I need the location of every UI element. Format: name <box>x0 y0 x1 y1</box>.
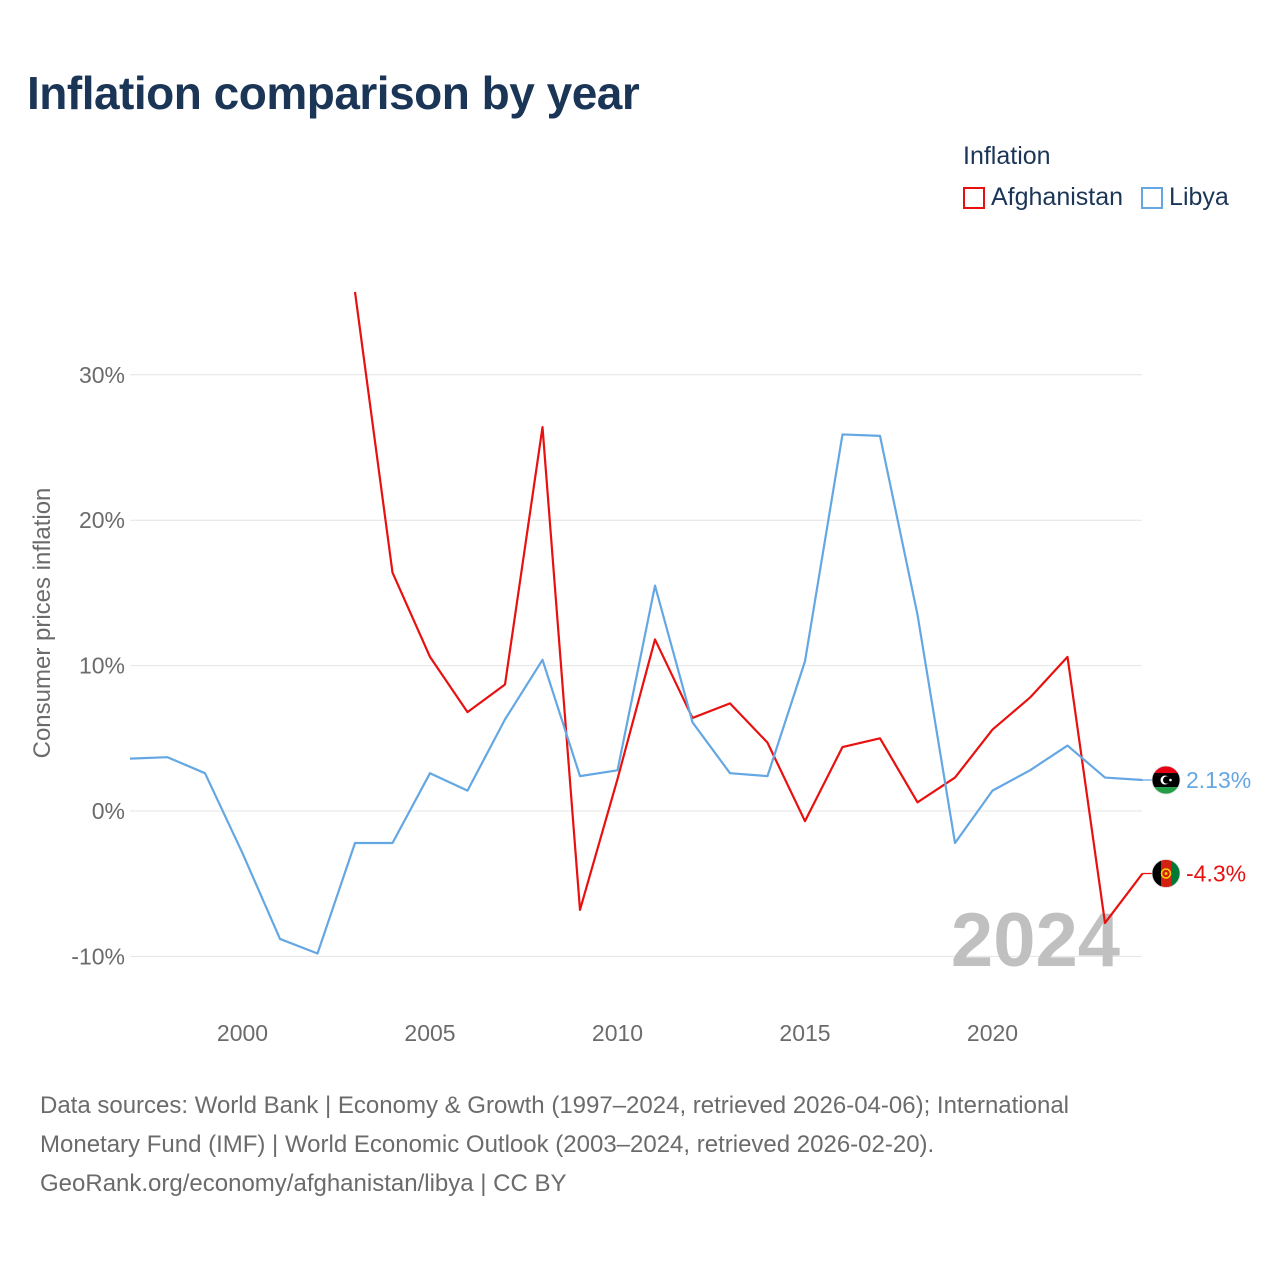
x-tick-label: 2005 <box>404 1020 455 1046</box>
series-line-libya <box>129 433 1143 955</box>
x-tick-label: 2000 <box>217 1020 268 1046</box>
footer-line-3: GeoRank.org/economy/afghanistan/libya | … <box>40 1170 567 1197</box>
legend: Inflation Afghanistan Libya <box>963 142 1229 212</box>
y-tick-label: 20% <box>79 507 125 533</box>
y-tick-label: 30% <box>79 362 125 388</box>
legend-title: Inflation <box>963 142 1051 170</box>
x-tick-label: 2015 <box>779 1020 830 1046</box>
afghanistan-flag-icon <box>1151 859 1181 888</box>
y-tick-label: -10% <box>71 943 125 969</box>
chart-title: Inflation comparison by year <box>27 67 640 119</box>
series-lines <box>129 291 1144 955</box>
legend-item-libya[interactable]: Libya <box>1141 183 1229 212</box>
x-tick-label: 2020 <box>967 1020 1018 1046</box>
y-axis-ticks: 30% 20% 10% 0% -10% <box>71 362 125 970</box>
year-watermark: 2024 <box>951 898 1120 983</box>
libya-flag-icon <box>1151 765 1181 795</box>
y-tick-label: 0% <box>92 798 125 824</box>
legend-items: Afghanistan Libya <box>963 183 1229 212</box>
series-line-afghanistan <box>353 291 1144 925</box>
footer-line-1: Data sources: World Bank | Economy & Gro… <box>40 1092 1070 1119</box>
legend-swatch-libya <box>1141 186 1164 209</box>
x-tick-label: 2010 <box>592 1020 643 1046</box>
end-label-libya: 2.13% <box>1186 767 1251 793</box>
x-axis-ticks: 2000 2005 2010 2015 2020 <box>217 1020 1018 1046</box>
line-chart: 30% 20% 10% 0% -10% 2000 2005 2010 2015 2020 Con… <box>29 291 1251 1046</box>
footer-source: Data sources: World Bank | Economy & Gro… <box>40 1086 1240 1203</box>
legend-item-afghanistan[interactable]: Afghanistan <box>963 183 1123 212</box>
grid-lines <box>130 374 1142 957</box>
end-label-afghanistan: -4.3% <box>1186 861 1246 887</box>
y-tick-label: 10% <box>79 653 125 679</box>
footer-line-2: Monetary Fund (IMF) | World Economic Out… <box>40 1131 935 1158</box>
legend-label-afghanistan: Afghanistan <box>991 183 1124 211</box>
end-markers: -4.3% 2.13% <box>1142 765 1251 888</box>
legend-swatch-afghanistan <box>963 186 985 209</box>
legend-label-libya: Libya <box>1169 183 1229 211</box>
y-axis-label: Consumer prices inflation <box>29 488 56 759</box>
